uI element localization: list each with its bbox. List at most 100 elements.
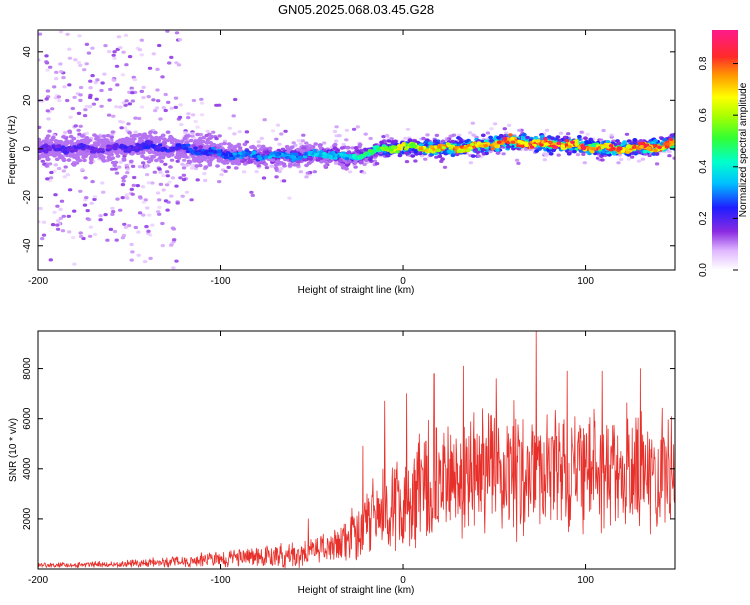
heatmap-cell — [163, 162, 168, 166]
heatmap-cell — [127, 102, 132, 106]
heatmap-cell — [82, 68, 87, 72]
heatmap-cell — [106, 113, 112, 117]
heatmap-cell — [55, 204, 60, 208]
heatmap-cell — [85, 209, 90, 213]
heatmap-cell — [418, 146, 424, 151]
heatmap-cell — [73, 58, 78, 62]
heatmap-cell — [437, 154, 443, 158]
heatmap-cell — [347, 159, 352, 164]
heatmap-cell — [44, 97, 49, 101]
heatmap-cell — [601, 128, 606, 133]
heatmap-cell — [146, 229, 151, 233]
heatmap-cell — [141, 85, 146, 89]
heatmap-cell — [353, 165, 358, 169]
heatmap-cell — [131, 137, 137, 141]
heatmap-cell — [191, 155, 196, 159]
heatmap-cell — [133, 116, 138, 120]
heatmap-cell — [358, 160, 364, 165]
heatmap-cell — [307, 150, 313, 155]
heatmap-cell — [410, 154, 416, 158]
heatmap-cell — [126, 122, 131, 126]
heatmap-cell — [114, 105, 119, 109]
heatmap-cell — [150, 223, 155, 227]
heatmap-cell — [178, 103, 183, 107]
heatmap-cell — [301, 157, 307, 162]
heatmap-cell — [448, 146, 454, 150]
heatmap-cell — [163, 92, 168, 97]
heatmap-cell — [604, 144, 609, 148]
heatmap-cell — [291, 141, 296, 145]
y-tick-label: 40 — [22, 46, 33, 58]
heatmap-cell — [90, 74, 95, 78]
heatmap-cell — [78, 231, 83, 235]
heatmap-cell — [476, 141, 482, 145]
heatmap-cell — [404, 147, 409, 151]
heatmap-cell — [125, 171, 130, 175]
heatmap-cell — [267, 155, 273, 159]
heatmap-cell — [115, 83, 120, 87]
heatmap-cell — [300, 139, 305, 143]
heatmap-cell — [299, 149, 305, 153]
heatmap-cell — [139, 89, 144, 93]
heatmap-cell — [362, 162, 367, 167]
heatmap-cell — [118, 160, 123, 164]
heatmap-cell — [142, 145, 148, 150]
heatmap-cell — [84, 131, 90, 135]
heatmap-cell — [69, 147, 75, 151]
heatmap-cell — [160, 148, 165, 152]
heatmap-cell — [120, 196, 125, 200]
heatmap-cell — [123, 145, 128, 150]
heatmap-cell — [160, 221, 165, 226]
heatmap-cell — [203, 165, 209, 169]
heatmap-cell — [388, 148, 394, 152]
heatmap-cell — [186, 112, 191, 116]
heatmap-cell — [112, 229, 118, 234]
heatmap-cell — [396, 146, 402, 151]
heatmap-cell — [215, 164, 220, 168]
heatmap-cell — [43, 150, 49, 154]
heatmap-cell — [78, 234, 84, 239]
heatmap-cell — [339, 163, 345, 167]
heatmap-cell — [384, 133, 390, 138]
heatmap-cell — [236, 162, 242, 166]
heatmap-cell — [279, 132, 284, 136]
heatmap-cell — [224, 160, 230, 165]
heatmap-cell — [555, 135, 561, 139]
heatmap-cell — [261, 176, 267, 180]
heatmap-cell — [242, 142, 248, 147]
heatmap-cell — [484, 151, 489, 156]
heatmap-cell — [441, 146, 446, 150]
heatmap-cell — [536, 139, 541, 143]
heatmap-cell — [339, 152, 344, 157]
heatmap-cell — [332, 146, 338, 150]
heatmap-cell — [58, 207, 63, 211]
heatmap-cell — [98, 218, 103, 222]
heatmap-cell — [83, 176, 88, 180]
heatmap-cell — [202, 172, 207, 176]
heatmap-cell — [323, 160, 329, 164]
heatmap-cell — [429, 152, 435, 157]
heatmap-cell — [117, 165, 122, 169]
heatmap-cell — [137, 48, 143, 52]
heatmap-cell — [157, 198, 162, 202]
heatmap-cell — [120, 183, 126, 187]
heatmap-cell — [181, 166, 187, 170]
heatmap-cell — [38, 206, 43, 211]
heatmap-cell — [506, 123, 512, 127]
heatmap-cell — [254, 170, 259, 174]
heatmap-cell — [456, 149, 462, 153]
heatmap-cell — [148, 130, 154, 134]
colorbar-label: Normalized spectral amplitude — [738, 82, 749, 217]
heatmap-cell — [84, 152, 90, 157]
heatmap-cell — [608, 148, 614, 152]
heatmap-cell — [188, 138, 194, 143]
heatmap-cell — [99, 88, 104, 93]
heatmap-cell — [80, 134, 85, 138]
heatmap-cell — [68, 154, 74, 158]
heatmap-cell — [67, 47, 72, 51]
heatmap-cell — [75, 154, 80, 158]
heatmap-cell — [57, 147, 63, 151]
heatmap-cell — [124, 195, 130, 199]
y-tick-label: 6000 — [22, 407, 33, 430]
heatmap-cell — [237, 130, 242, 134]
